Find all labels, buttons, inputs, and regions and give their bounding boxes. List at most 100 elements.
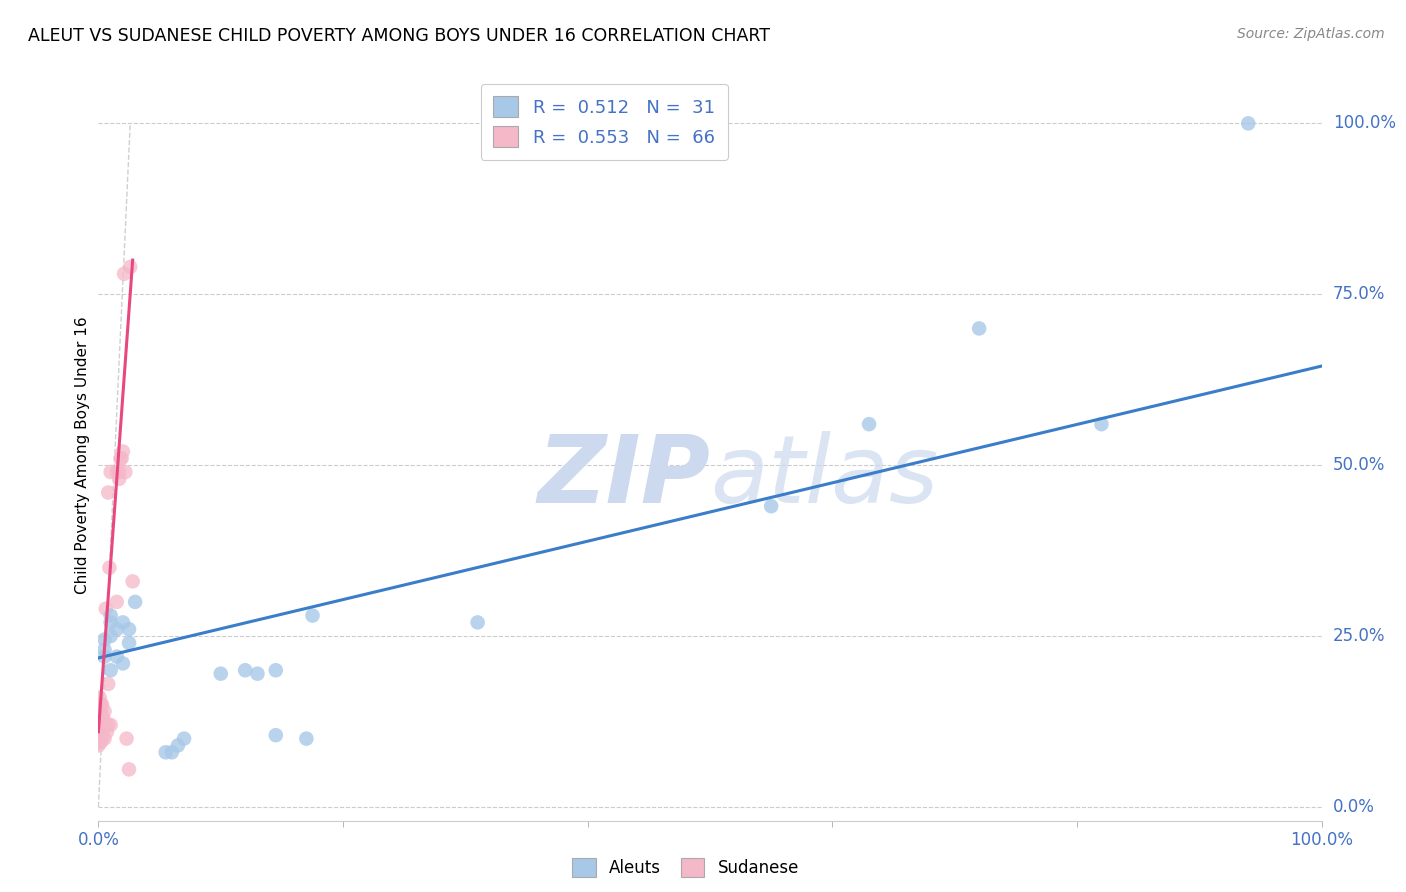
Point	[89, 718, 111, 732]
Point	[97, 677, 120, 691]
Text: 100.0%: 100.0%	[1333, 114, 1396, 132]
Point	[118, 763, 141, 777]
Point	[105, 649, 128, 664]
Text: Source: ZipAtlas.com: Source: ZipAtlas.com	[1237, 27, 1385, 41]
Text: 50.0%: 50.0%	[1333, 456, 1385, 475]
Point	[93, 731, 115, 746]
Point	[160, 745, 183, 759]
Point	[87, 724, 110, 739]
Point	[90, 698, 112, 712]
Point	[90, 711, 112, 725]
Point	[91, 724, 114, 739]
Point	[121, 574, 143, 589]
Point	[89, 724, 111, 739]
Point	[89, 718, 111, 732]
Point	[89, 728, 111, 742]
Point	[120, 260, 142, 274]
Point	[89, 731, 111, 746]
Point	[89, 711, 111, 725]
Point	[761, 499, 783, 513]
Point	[91, 731, 114, 746]
Point	[111, 451, 134, 466]
Point	[209, 666, 232, 681]
Point	[93, 718, 115, 732]
Point	[115, 731, 138, 746]
Point	[1090, 417, 1112, 432]
Point	[105, 465, 128, 479]
Point	[467, 615, 489, 630]
Point	[87, 722, 110, 736]
Point	[90, 735, 112, 749]
Point	[100, 629, 122, 643]
Point	[100, 465, 122, 479]
Point	[89, 704, 111, 718]
Point	[87, 728, 110, 742]
Point	[87, 724, 110, 739]
Point	[858, 417, 880, 432]
Point	[91, 711, 114, 725]
Point	[87, 728, 110, 742]
Point	[94, 601, 117, 615]
Point	[110, 451, 132, 466]
Point	[100, 608, 122, 623]
Text: ZIP: ZIP	[537, 431, 710, 523]
Point	[90, 724, 112, 739]
Point	[108, 472, 131, 486]
Point	[173, 731, 195, 746]
Text: 25.0%: 25.0%	[1333, 627, 1385, 645]
Point	[91, 711, 114, 725]
Point	[89, 707, 111, 722]
Legend: Aleuts, Sudanese: Aleuts, Sudanese	[564, 849, 807, 886]
Point	[89, 718, 111, 732]
Point	[89, 735, 111, 749]
Point	[87, 739, 110, 753]
Point	[155, 745, 177, 759]
Point	[90, 722, 112, 736]
Point	[301, 608, 323, 623]
Point	[89, 722, 111, 736]
Point	[87, 735, 110, 749]
Point	[233, 663, 256, 677]
Point	[93, 704, 115, 718]
Point	[93, 649, 115, 664]
Point	[87, 726, 110, 740]
Point	[89, 726, 111, 740]
Point	[1237, 116, 1260, 130]
Point	[100, 718, 122, 732]
Point	[89, 730, 111, 744]
Point	[89, 714, 111, 729]
Point	[167, 739, 190, 753]
Point	[264, 663, 287, 677]
Point	[91, 698, 114, 712]
Point	[105, 595, 128, 609]
Point	[108, 465, 131, 479]
Point	[100, 615, 122, 630]
Point	[89, 731, 111, 746]
Point	[90, 704, 112, 718]
Point	[124, 595, 146, 609]
Point	[100, 663, 122, 677]
Text: 0.0%: 0.0%	[1333, 798, 1375, 816]
Point	[90, 718, 112, 732]
Point	[87, 731, 110, 746]
Point	[89, 690, 111, 705]
Point	[93, 642, 115, 657]
Point	[118, 622, 141, 636]
Point	[98, 560, 121, 574]
Point	[114, 465, 136, 479]
Point	[97, 718, 120, 732]
Text: 75.0%: 75.0%	[1333, 285, 1385, 303]
Point	[118, 636, 141, 650]
Point	[264, 728, 287, 742]
Point	[246, 666, 269, 681]
Point	[96, 724, 118, 739]
Point	[111, 444, 134, 458]
Text: ALEUT VS SUDANESE CHILD POVERTY AMONG BOYS UNDER 16 CORRELATION CHART: ALEUT VS SUDANESE CHILD POVERTY AMONG BO…	[28, 27, 770, 45]
Point	[111, 615, 134, 630]
Point	[87, 731, 110, 746]
Point	[112, 267, 135, 281]
Point	[105, 622, 128, 636]
Point	[97, 485, 120, 500]
Point	[295, 731, 318, 746]
Point	[967, 321, 990, 335]
